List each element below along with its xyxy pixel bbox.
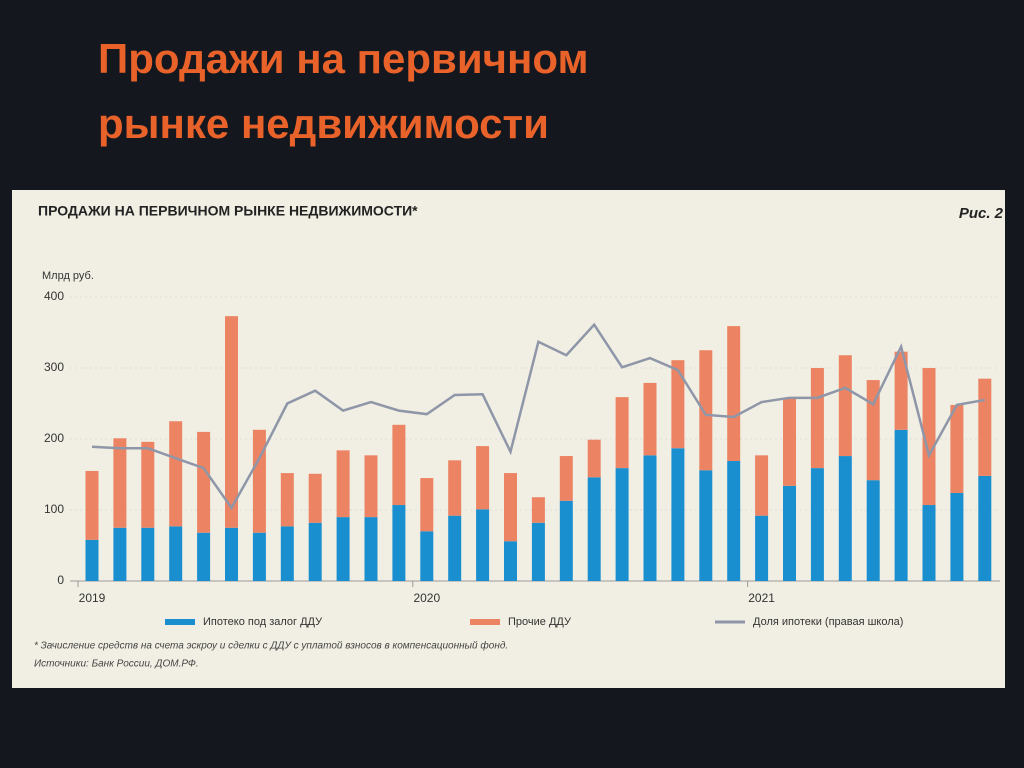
bar: [504, 541, 517, 581]
bar: [448, 460, 462, 516]
bar: [169, 526, 183, 581]
bar: [113, 438, 127, 528]
bar: [308, 522, 322, 581]
bar: [197, 532, 211, 581]
bar: [671, 360, 685, 449]
bar: [225, 527, 238, 581]
bar: [810, 368, 824, 469]
legend-swatch: [470, 619, 500, 625]
bar: [141, 527, 155, 581]
bar: [113, 527, 127, 581]
x-tick-label: 2020: [413, 591, 440, 605]
bar: [587, 439, 601, 478]
y-tick-label: 0: [57, 573, 64, 587]
bar: [559, 500, 573, 581]
bar: [615, 468, 629, 581]
bar: [922, 505, 936, 581]
bar: [922, 368, 936, 506]
bar: [671, 448, 685, 581]
bar: [392, 505, 406, 581]
bar: [141, 441, 155, 528]
bar: [727, 326, 741, 462]
figure-label: Рис. 2: [959, 205, 1004, 222]
y-tick-label: 100: [44, 502, 64, 516]
source: Источники: Банк России, ДОМ.РФ.: [34, 659, 199, 670]
bar: [85, 539, 99, 581]
legend-label: Ипотеко под залог ДДУ: [203, 616, 323, 628]
slide-title: рынке недвижимости: [98, 100, 549, 147]
footnote: * Зачисление средств на счета эскроу и с…: [34, 640, 508, 652]
bar: [448, 515, 462, 581]
bar: [783, 397, 796, 486]
bar: [587, 477, 601, 581]
bar: [476, 509, 490, 581]
bar: [894, 429, 908, 581]
bar: [476, 446, 490, 510]
bar: [280, 473, 294, 527]
bar: [866, 380, 880, 481]
bar: [308, 473, 322, 523]
bar: [336, 517, 350, 581]
bar: [531, 497, 545, 523]
bar: [699, 350, 713, 471]
bar: [252, 532, 266, 581]
bar: [978, 378, 992, 476]
chart-title: ПРОДАЖИ НА ПЕРВИЧНОМ РЫНКЕ НЕДВИЖИМОСТИ*: [38, 203, 418, 219]
bar: [336, 450, 350, 518]
bar: [950, 492, 964, 581]
bar: [755, 455, 769, 516]
bar: [559, 456, 573, 501]
bar: [364, 517, 378, 581]
bar: [643, 455, 657, 581]
x-tick-label: 2021: [748, 591, 775, 605]
bar: [838, 355, 852, 457]
bar: [197, 431, 211, 533]
bar: [866, 480, 880, 581]
bar: [727, 461, 741, 581]
bar: [978, 475, 992, 581]
bar: [420, 478, 434, 532]
y-tick-label: 400: [44, 289, 64, 303]
bar: [699, 470, 713, 581]
bar: [615, 397, 629, 469]
bar: [531, 522, 545, 581]
legend-swatch: [165, 619, 195, 625]
bar: [504, 473, 517, 542]
y-tick-label: 200: [44, 431, 64, 445]
bar: [280, 526, 294, 581]
bar: [364, 455, 378, 518]
y-tick-label: 300: [44, 360, 64, 374]
bar: [783, 485, 796, 581]
bar: [950, 404, 964, 493]
bar: [810, 468, 824, 581]
bar: [252, 429, 266, 533]
bar: [392, 424, 406, 506]
legend-label: Доля ипотеки (правая школа): [753, 616, 903, 628]
legend-label: Прочие ДДУ: [508, 616, 572, 628]
bar: [838, 456, 852, 581]
bar: [420, 531, 434, 581]
bar: [85, 470, 99, 540]
bar: [643, 382, 657, 456]
x-tick-label: 2019: [79, 591, 106, 605]
bar: [894, 351, 908, 430]
bar: [225, 316, 238, 528]
y-axis-label: Млрд руб.: [42, 270, 94, 282]
slide-title: Продажи на первичном: [98, 35, 589, 82]
bar: [755, 515, 769, 581]
line: [91, 322, 986, 511]
bar: [169, 421, 183, 527]
